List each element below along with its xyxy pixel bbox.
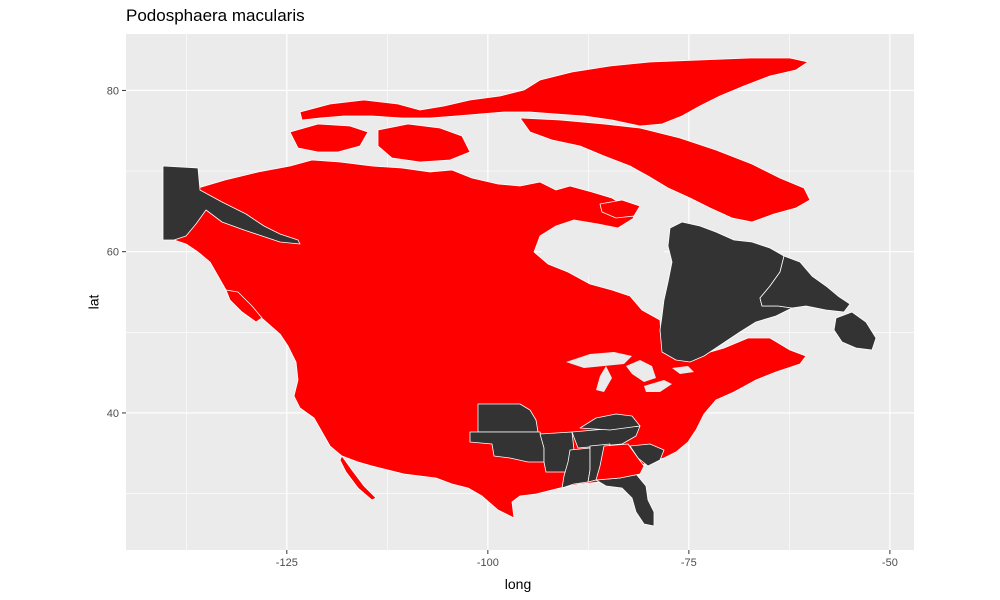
lake-erie-ontario bbox=[644, 366, 694, 392]
map-regions bbox=[162, 57, 877, 527]
x-tick-label: -125 bbox=[276, 557, 298, 569]
x-tick-label: -50 bbox=[882, 557, 898, 569]
region-alaska bbox=[162, 165, 301, 245]
region-newfoundland bbox=[833, 311, 877, 351]
region-baja-california bbox=[339, 455, 377, 501]
region-georgia bbox=[595, 443, 645, 481]
x-axis: -125 -100 -75 -50 bbox=[276, 550, 898, 569]
region-canada-us-mainland bbox=[173, 159, 807, 519]
region-vancouver-island bbox=[225, 289, 263, 323]
y-tick-label: 60 bbox=[107, 247, 119, 259]
x-tick-label: -75 bbox=[681, 557, 697, 569]
lake-michigan-huron bbox=[596, 360, 656, 392]
plot-title: Podosphaera macularis bbox=[126, 6, 305, 25]
region-kentucky bbox=[579, 413, 641, 431]
region-banks-island bbox=[289, 123, 369, 153]
region-southampton-island bbox=[599, 199, 641, 219]
hudson-bay bbox=[540, 220, 664, 306]
region-quebec bbox=[659, 221, 793, 363]
y-axis-title: lat bbox=[85, 294, 102, 310]
y-axis: 40 60 80 bbox=[107, 85, 126, 420]
x-axis-title: long bbox=[504, 576, 532, 592]
x-tick-label: -100 bbox=[477, 557, 499, 569]
region-victoria-island bbox=[377, 123, 471, 163]
region-queen-elizabeth-islands bbox=[299, 57, 809, 127]
region-baffin-island bbox=[519, 117, 811, 223]
lake-superior bbox=[566, 352, 632, 368]
y-tick-label: 80 bbox=[107, 85, 119, 97]
y-tick-label: 40 bbox=[107, 408, 119, 420]
region-labrador bbox=[759, 255, 851, 313]
